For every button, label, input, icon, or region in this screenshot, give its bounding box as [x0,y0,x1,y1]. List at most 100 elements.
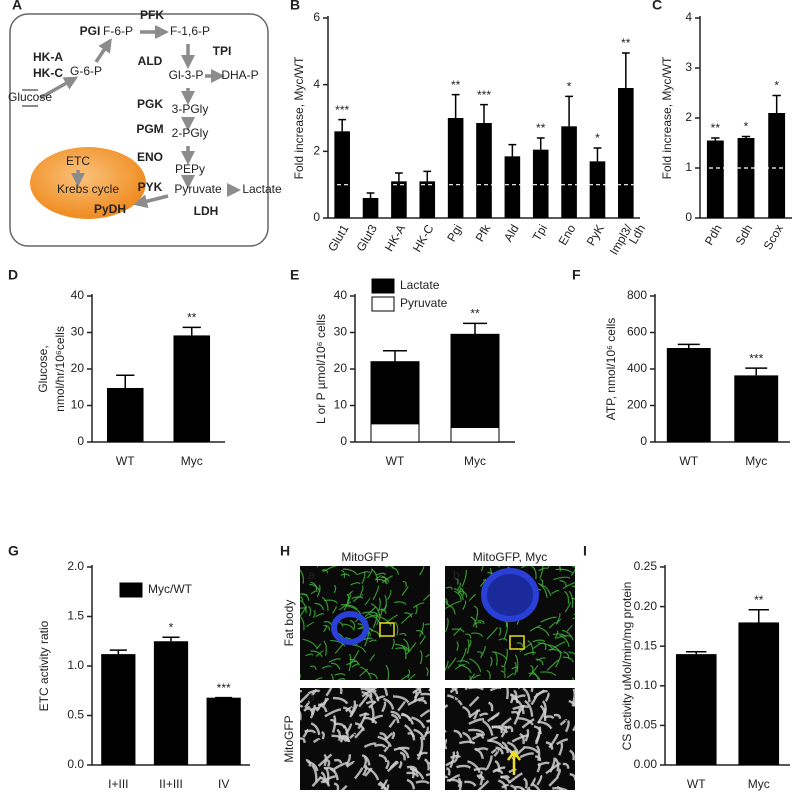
y-tick-label: 0.05 [634,718,658,732]
mito-strand [406,642,417,655]
mito-strand [556,635,572,639]
x-tick-label: WT [687,777,706,791]
mito-strand [425,653,430,658]
mito-strand [527,640,534,656]
significance: * [744,120,749,134]
x-tick-label: Myc [745,454,767,468]
mito-strand [445,660,449,672]
mito-strand [300,593,308,596]
mito-strand [374,743,387,748]
mito-strand [555,612,561,624]
mito-strand [315,650,324,657]
mito-strand [457,587,462,595]
error-bar [463,322,487,335]
mito-strand [458,664,472,674]
pathway-node: G-6-P [70,64,102,78]
mito-strand [562,582,575,589]
mito-strand [354,726,365,739]
mito-strand [312,738,321,744]
mito-strand [564,601,571,613]
mito-strand [304,729,317,734]
sublabel: a' [308,690,317,704]
y-tick-label: 40 [334,288,348,302]
panel-label: C [652,0,662,13]
mito-strand [324,708,342,718]
mito-strand [501,784,510,789]
legend-swatch [371,296,395,312]
mito-strand [406,778,416,790]
mito-strand [420,692,430,696]
mito-strand [374,575,382,581]
mito-strand [377,735,392,748]
mito-strand [360,666,372,680]
error-bar [677,343,700,349]
mito-strand [414,688,422,694]
y-tick-label: 0 [313,210,320,224]
mitochondrion [30,147,146,219]
mito-strand [555,568,573,574]
error-bar [383,350,407,362]
mito-strand [487,713,499,723]
mito-strand [321,731,325,740]
mito-strand [468,688,484,691]
mito-strand [524,699,534,717]
mito-strand [381,575,393,584]
panel-label: F [572,267,581,283]
mito-strand [530,693,539,706]
mito-strand [516,704,526,716]
mito-strand [562,762,570,769]
mito-strand [329,767,339,781]
mito-strand [466,639,470,654]
mito-strand [530,688,534,693]
mito-strand [345,605,362,615]
error-bar [686,650,707,655]
mito-strand [462,705,472,717]
mito-strand [391,731,396,740]
mito-strand [364,606,377,618]
mito-strand [340,784,348,790]
mito-strand [416,630,424,635]
mito-strand [326,759,331,767]
mito-strand [453,729,463,738]
y-axis-label: Fold increase, Myc/WT [292,56,306,179]
mito-strand [300,710,302,721]
mito-strand [342,568,358,576]
pathway-node: Glucose [8,90,52,104]
significance: *** [749,351,763,365]
mito-strand [350,582,361,586]
y-tick-label: 0.0 [67,757,84,771]
mito-strand [468,593,477,602]
mito-strand [308,606,312,617]
y-axis-label: ATP, nmol/10⁶ cells [604,318,618,421]
mito-strand [333,584,337,594]
bar [447,118,464,218]
mito-strand [571,597,575,600]
mito-strand [473,767,488,772]
pathway-node: TPI [213,44,232,58]
mito-strand [345,753,352,767]
error-bar [182,326,201,336]
mito-strand [409,765,415,779]
mito-strand [539,566,544,579]
mito-strand [399,751,406,761]
x-tick-label: IV [218,777,229,791]
mito-strand [505,688,509,700]
error-bar [116,374,135,388]
mito-strand [321,566,323,567]
x-tick-label: Glut1 [325,222,352,254]
mito-strand [457,582,462,591]
mito-strand [423,758,430,771]
row-title: Fat body [282,600,296,647]
significance: *** [217,681,231,695]
mito-strand [310,581,318,591]
significance: ** [536,121,546,135]
mito-strand [364,767,373,777]
x-tick-label: WT [386,454,405,468]
error-bar [745,367,768,376]
bar [106,387,144,442]
mito-strand [500,775,511,784]
mito-strand [394,601,407,606]
bar [476,123,492,218]
mito-strand [425,667,429,677]
